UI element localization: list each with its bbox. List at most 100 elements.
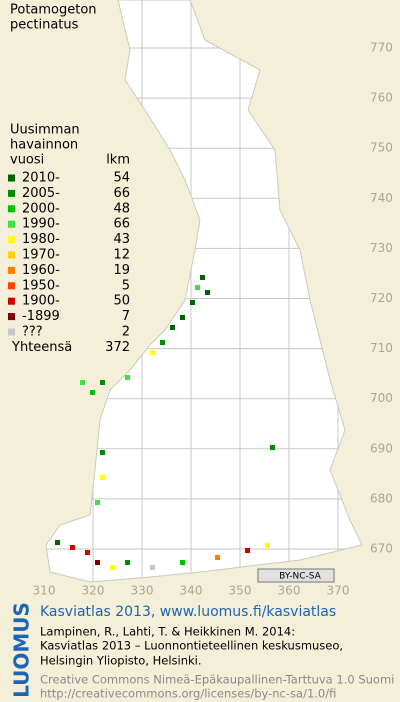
occurrence-square xyxy=(150,350,155,355)
northing-label: 750 xyxy=(370,141,393,155)
legend: 2010- 54 2005- 66 2000- 48 1990- 66 1980- 43 1970-… xyxy=(8,171,130,355)
legend-swatch xyxy=(8,313,15,321)
occurrence-square xyxy=(215,555,220,560)
legend-swatch xyxy=(8,297,15,305)
legend-label: 1970- xyxy=(22,248,60,263)
legend-count: 66 xyxy=(113,186,130,201)
northing-label: 680 xyxy=(370,491,393,505)
northing-label: 690 xyxy=(370,441,393,455)
legend-heading: Uusimman xyxy=(10,123,80,138)
side-logo: LUOMUS xyxy=(10,602,34,698)
legend-swatch xyxy=(8,189,15,197)
occurrence-square xyxy=(200,275,205,280)
total-label: Yhteensä xyxy=(11,340,72,355)
occurrence-square xyxy=(205,290,210,295)
legend-swatch xyxy=(8,328,15,336)
total-count: 372 xyxy=(105,340,130,355)
northing-label: 730 xyxy=(370,241,393,255)
legend-count: 12 xyxy=(113,248,130,263)
species-name: pectinatus xyxy=(10,18,79,33)
occurrence-square xyxy=(125,375,130,380)
occurrence-squares xyxy=(55,275,275,570)
occurrence-square xyxy=(125,560,130,565)
legend-label: 2000- xyxy=(22,201,60,216)
legend-count: 5 xyxy=(122,278,130,293)
occurrence-square xyxy=(160,340,165,345)
easting-label: 370 xyxy=(327,584,350,598)
easting-label: 360 xyxy=(278,584,301,598)
legend-count: 19 xyxy=(113,263,130,278)
northing-label: 720 xyxy=(370,291,393,305)
legend-label: 2010- xyxy=(22,171,60,186)
occurrence-square xyxy=(265,543,270,548)
occurrence-square xyxy=(85,550,90,555)
legend-heading: vuosi xyxy=(10,153,44,168)
citation: Kasviatlas 2013 – Luonnontieteellinen ke… xyxy=(40,639,343,653)
legend-heading: lkm xyxy=(106,153,130,168)
occurrence-square xyxy=(170,325,175,330)
occurrence-square xyxy=(90,390,95,395)
legend-count: 43 xyxy=(113,232,130,247)
license: http://creativecommons.org/licenses/by-n… xyxy=(40,687,336,701)
occurrence-square xyxy=(195,285,200,290)
legend-count: 2 xyxy=(122,325,130,340)
northing-label: 740 xyxy=(370,191,393,205)
occurrence-square xyxy=(100,475,105,480)
legend-label: -1899 xyxy=(22,309,60,324)
occurrence-square xyxy=(70,545,75,550)
northing-label: 770 xyxy=(370,41,393,55)
legend-swatch xyxy=(8,266,15,274)
occurrence-square xyxy=(55,540,60,545)
occurrence-square xyxy=(100,450,105,455)
species-name: Potamogeton xyxy=(10,3,97,18)
occurrence-square xyxy=(180,560,185,565)
legend-label: ??? xyxy=(22,325,43,340)
easting-label: 350 xyxy=(229,584,252,598)
coordinate-labels: 770 760 750 740 730 720 710 700 690 680 670 310 320 3… xyxy=(33,41,393,598)
easting-label: 330 xyxy=(131,584,154,598)
license: Creative Commons Nimeä-Epäkaupallinen-Ta… xyxy=(40,673,394,687)
northing-label: 760 xyxy=(370,91,393,105)
citation: Lampinen, R., Lahti, T. & Heikkinen M. 2… xyxy=(40,625,295,639)
northing-label: 700 xyxy=(370,391,393,405)
legend-label: 1950- xyxy=(22,278,60,293)
cc-badge-text: BY-NC-SA xyxy=(279,572,322,582)
northing-label: 710 xyxy=(370,341,393,355)
easting-label: 340 xyxy=(180,584,203,598)
legend-count: 7 xyxy=(122,309,130,324)
occurrence-square xyxy=(190,300,195,305)
easting-label: 310 xyxy=(33,584,56,598)
link[interactable]: Kasviatlas 2013, www.luomus.fi/kasviatla… xyxy=(40,604,336,620)
legend-count: 48 xyxy=(113,201,130,216)
occurrence-square xyxy=(95,500,100,505)
occurrence-square xyxy=(245,548,250,553)
occurrence-square xyxy=(270,445,275,450)
cc-badge xyxy=(257,568,335,583)
legend-label: 1900- xyxy=(22,294,60,309)
legend-swatch xyxy=(8,205,15,213)
occurrence-square xyxy=(100,380,105,385)
legend-swatch xyxy=(8,220,15,228)
legend-count: 66 xyxy=(113,217,130,232)
legend-heading: havainnon xyxy=(10,138,78,153)
legend-swatch xyxy=(8,282,15,290)
legend-label: 1980- xyxy=(22,232,60,247)
legend-count: 50 xyxy=(113,294,130,309)
legend-label: 1960- xyxy=(22,263,60,278)
legend-swatch xyxy=(8,236,15,244)
citation: Helsingin Yliopisto, Helsinki. xyxy=(40,654,202,668)
occurrence-square xyxy=(80,380,85,385)
northing-label: 670 xyxy=(370,542,393,556)
legend-count: 54 xyxy=(113,171,130,186)
occurrence-square xyxy=(150,565,155,570)
easting-label: 320 xyxy=(82,584,105,598)
occurrence-square xyxy=(95,560,100,565)
occurrence-square xyxy=(110,565,115,570)
legend-swatch xyxy=(8,251,15,259)
legend-label: 1990- xyxy=(22,217,60,232)
occurrence-square xyxy=(180,315,185,320)
legend-label: 2005- xyxy=(22,186,60,201)
legend-swatch xyxy=(8,174,15,182)
